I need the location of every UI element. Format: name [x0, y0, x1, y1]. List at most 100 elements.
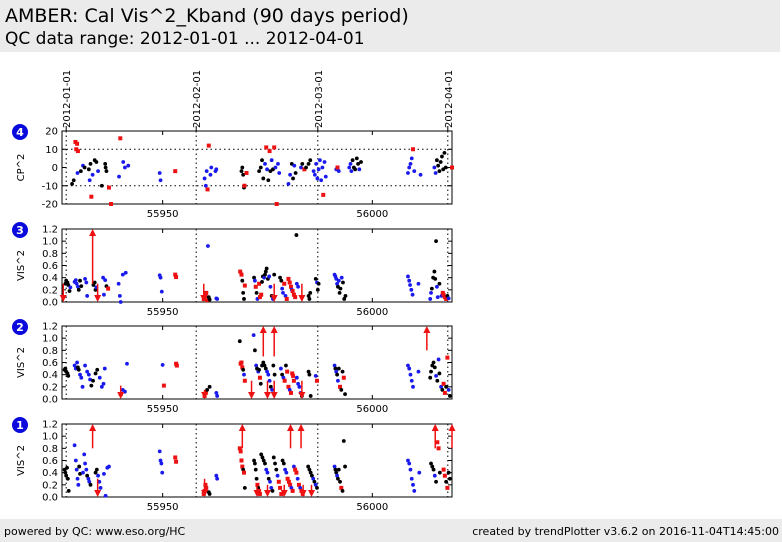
- arrow-down-head: [201, 490, 209, 497]
- data-point-red: [435, 440, 440, 445]
- data-point-blue: [313, 373, 318, 378]
- data-point-red: [293, 295, 298, 300]
- date-marker-label: 2012-04-01: [444, 70, 455, 128]
- data-point-black: [341, 280, 345, 285]
- data-point-black: [241, 172, 246, 177]
- y-axis-label: VIS^2: [16, 347, 27, 378]
- data-point-red: [282, 281, 287, 286]
- data-point-red: [242, 183, 247, 188]
- arrow-down-head: [270, 295, 278, 302]
- data-point-blue: [87, 479, 92, 484]
- data-point-blue: [84, 280, 89, 285]
- panel-3: [12, 222, 453, 304]
- data-point-black: [253, 461, 257, 466]
- data-point-blue: [90, 172, 95, 177]
- y-tick-label: 1.0: [42, 334, 58, 345]
- data-point-blue: [432, 165, 437, 170]
- data-point-red: [161, 383, 166, 388]
- data-point-black: [437, 281, 442, 286]
- data-point-blue: [215, 476, 220, 481]
- data-point-black: [442, 151, 447, 155]
- data-point-black: [336, 476, 340, 481]
- data-point-black: [66, 373, 71, 378]
- data-point-blue: [433, 171, 438, 175]
- data-point-black: [437, 371, 442, 376]
- arrow-up-head: [89, 424, 97, 431]
- data-point-red: [339, 485, 344, 490]
- data-point-black: [207, 492, 212, 496]
- data-point-red: [288, 390, 293, 395]
- data-point-black: [430, 464, 435, 469]
- data-point-black: [340, 369, 345, 374]
- data-point-black: [257, 367, 261, 372]
- data-point-red: [242, 470, 246, 475]
- data-point-black: [280, 372, 285, 377]
- data-point-red: [264, 145, 269, 150]
- data-point-black: [263, 269, 268, 274]
- y-tick-label: 0.6: [42, 261, 58, 272]
- data-point-red: [204, 290, 209, 295]
- data-point-blue: [446, 387, 451, 392]
- data-point-black: [65, 476, 70, 481]
- data-point-blue: [292, 464, 296, 469]
- data-point-black: [240, 165, 245, 170]
- y-tick-label: 1.0: [42, 432, 58, 443]
- data-point-blue: [83, 461, 87, 466]
- data-point-blue: [86, 476, 91, 481]
- data-point-black: [312, 479, 317, 484]
- data-point-red: [302, 167, 307, 172]
- data-point-blue: [409, 378, 414, 383]
- data-point-blue: [215, 297, 220, 301]
- data-point-black: [103, 165, 108, 170]
- data-point-red: [242, 378, 247, 383]
- data-point-red: [238, 269, 243, 274]
- data-point-black: [79, 284, 84, 289]
- data-point-black: [94, 160, 99, 164]
- data-point-black: [280, 458, 285, 463]
- x-tick-label: 55950: [147, 404, 179, 415]
- arrow-down-head: [308, 490, 316, 497]
- data-point-blue: [72, 363, 77, 368]
- data-point-black: [271, 455, 276, 460]
- data-point-blue: [68, 285, 73, 290]
- data-point-blue: [432, 473, 437, 478]
- data-point-blue: [73, 278, 78, 282]
- data-point-red: [240, 365, 245, 370]
- data-point-blue: [275, 473, 280, 478]
- data-point-red: [338, 384, 343, 389]
- data-point-black: [258, 381, 263, 386]
- data-point-black: [429, 461, 433, 466]
- data-point-blue: [87, 178, 92, 183]
- data-point-blue: [323, 174, 328, 179]
- data-point-blue: [103, 493, 108, 498]
- data-point-black: [91, 378, 95, 383]
- data-point-red: [284, 296, 289, 301]
- y-tick-label: 0.8: [42, 249, 58, 260]
- data-point-blue: [416, 281, 421, 286]
- data-point-blue: [408, 372, 413, 377]
- data-point-blue: [298, 485, 303, 490]
- data-point-black: [93, 470, 98, 475]
- data-point-black: [63, 366, 68, 371]
- arrow-down-head: [280, 490, 288, 497]
- data-point-blue: [266, 372, 271, 377]
- data-point-black: [95, 367, 100, 372]
- y-tick-label: 20: [45, 127, 58, 138]
- y-tick-label: 0.8: [42, 444, 58, 455]
- data-point-black: [77, 464, 82, 469]
- data-point-red: [244, 170, 249, 175]
- data-point-blue: [408, 161, 413, 166]
- data-point-black: [253, 467, 258, 472]
- arrow-up-head: [238, 424, 246, 431]
- data-point-blue: [102, 366, 107, 371]
- data-point-black: [437, 169, 442, 174]
- data-point-blue: [263, 161, 267, 166]
- data-point-black: [76, 367, 81, 372]
- data-point-black: [306, 464, 311, 469]
- data-point-blue: [281, 290, 285, 295]
- data-point-black: [448, 394, 452, 398]
- y-tick-label: 0.6: [42, 456, 58, 467]
- data-point-blue: [357, 167, 362, 172]
- data-point-blue: [81, 470, 85, 475]
- data-point-blue: [418, 172, 423, 177]
